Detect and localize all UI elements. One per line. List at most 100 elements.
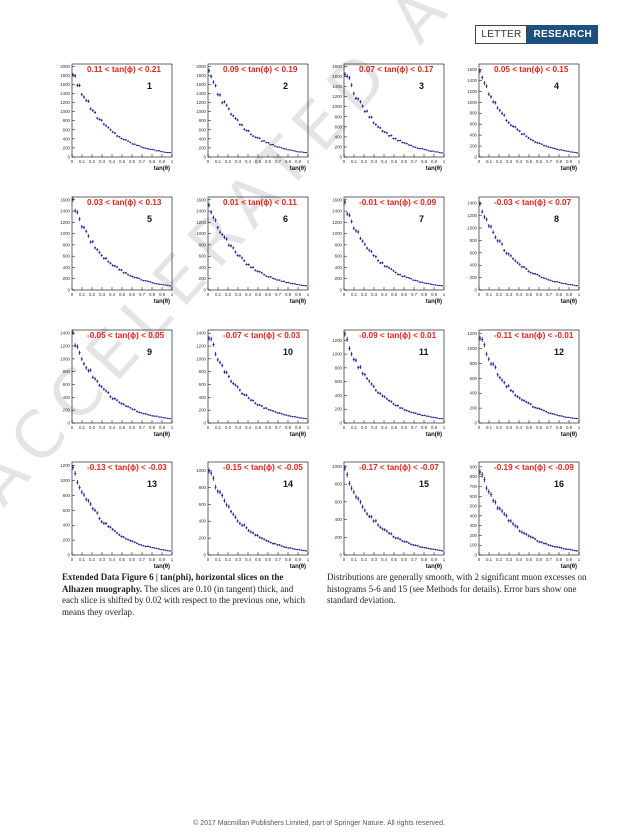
x-tick-label: 0 [343,557,346,562]
x-tick-label: 1 [171,292,174,297]
y-tick-label: 600 [470,376,478,381]
x-tick-label: 0 [343,425,346,430]
y-tick-label: 100 [470,543,478,548]
plot-frame [478,63,580,158]
x-axis-label: tan(θ) [154,432,170,438]
x-tick-label: 0.5 [391,159,398,164]
x-axis-label: tan(θ) [290,564,306,570]
x-tick-label: 0.3 [371,292,378,297]
x-tick-label: 0 [478,159,481,164]
x-tick-label: 0.7 [275,425,282,430]
y-tick-label: 500 [470,504,478,509]
y-tick-label: 400 [199,136,207,141]
x-tick-label: 1 [578,557,581,562]
x-tick-label: 0.7 [139,557,146,562]
x-tick-label: 0.5 [119,159,126,164]
x-tick-label: 0.1 [351,159,358,164]
x-tick-label: 0.9 [566,557,573,562]
y-tick-label: 1000 [60,109,70,114]
panel-number: 5 [147,214,152,224]
x-tick-label: 0.9 [159,425,166,430]
slice-label: 0.03 < tan(ϕ) < 0.13 [87,198,162,207]
x-tick-label: 0.6 [265,425,272,430]
y-tick-label: 400 [63,395,71,400]
y-tick-label: 200 [470,533,478,538]
y-tick-label: 0 [68,421,71,426]
panel-number: 6 [283,214,288,224]
plot-frame [343,329,445,424]
x-tick-label: 0.7 [139,159,146,164]
x-tick-label: 0.3 [99,292,106,297]
plot-frame [207,461,309,556]
slice-label: 0.05 < tan(ϕ) < 0.15 [494,65,569,74]
y-tick-label: 1000 [196,109,206,114]
y-tick-label: 0 [204,288,207,293]
x-tick-label: 0 [207,425,210,430]
x-tick-label: 0.5 [391,292,398,297]
y-tick-label: 1200 [60,100,70,105]
y-tick-label: 1600 [60,82,70,87]
x-tick-label: 0.2 [496,159,503,164]
slice-label: -0.19 < tan(ϕ) < -0.09 [494,463,574,472]
x-tick-label: 0 [343,292,346,297]
y-tick-label: 800 [335,242,343,247]
x-axis-label: tan(θ) [154,166,170,172]
y-tick-label: 1000 [60,478,70,483]
x-tick-label: 0.2 [225,557,232,562]
y-tick-label: 600 [335,379,343,384]
x-axis-label: tan(θ) [561,432,577,438]
x-tick-label: 0.7 [139,425,146,430]
panel-number: 12 [554,347,564,357]
panel-number: 14 [283,479,293,489]
x-tick-label: 0.9 [295,159,302,164]
y-tick-label: 1800 [332,64,342,69]
y-tick-label: 600 [335,124,343,129]
x-axis-label: tan(θ) [561,299,577,305]
y-tick-label: 1000 [196,468,206,473]
slice-label: -0.09 < tan(ϕ) < 0.01 [359,331,437,340]
x-tick-label: 0.8 [556,425,563,430]
x-tick-label: 0.1 [486,557,493,562]
x-tick-label: 0.8 [556,292,563,297]
y-tick-label: 1000 [467,346,477,351]
slice-label: 0.11 < tan(ϕ) < 0.21 [87,65,161,74]
x-tick-label: 0.2 [225,159,232,164]
y-tick-label: 1200 [196,220,206,225]
x-tick-label: 0.6 [401,159,408,164]
x-tick-label: 0.7 [546,557,553,562]
x-tick-label: 0.5 [119,557,126,562]
y-tick-label: 1400 [196,331,206,336]
x-tick-label: 0.6 [129,557,136,562]
y-tick-label: 1000 [467,226,477,231]
x-tick-label: 0.5 [119,292,126,297]
x-tick-label: 0.9 [566,159,573,164]
caption-title: Extended Data Figure 6 | tan(phi), horiz… [62,572,284,594]
x-tick-label: 1 [443,425,446,430]
x-tick-label: 0.8 [556,159,563,164]
y-tick-label: 600 [199,254,207,259]
y-tick-label: 1000 [60,356,70,361]
x-tick-label: 0.9 [159,159,166,164]
x-tick-label: 0.4 [516,292,523,297]
y-tick-label: 800 [63,369,71,374]
x-tick-label: 0.5 [255,159,262,164]
x-tick-label: 0.9 [431,292,438,297]
y-tick-label: 600 [63,508,71,513]
x-tick-label: 0.6 [129,159,136,164]
histogram-panel: 0 200 400 600 800 1000 1200 1400 1600 1800 0 0.1 0.2… [332,63,446,172]
y-tick-label: 600 [199,502,207,507]
y-tick-label: 0 [204,155,207,160]
x-tick-label: 1 [171,557,174,562]
x-tick-label: 0.2 [496,292,503,297]
x-tick-label: 0.1 [215,425,222,430]
y-tick-label: 600 [335,499,343,504]
x-axis-label: tan(θ) [154,564,170,570]
x-tick-label: 0.8 [149,425,156,430]
y-tick-label: 400 [470,513,478,518]
